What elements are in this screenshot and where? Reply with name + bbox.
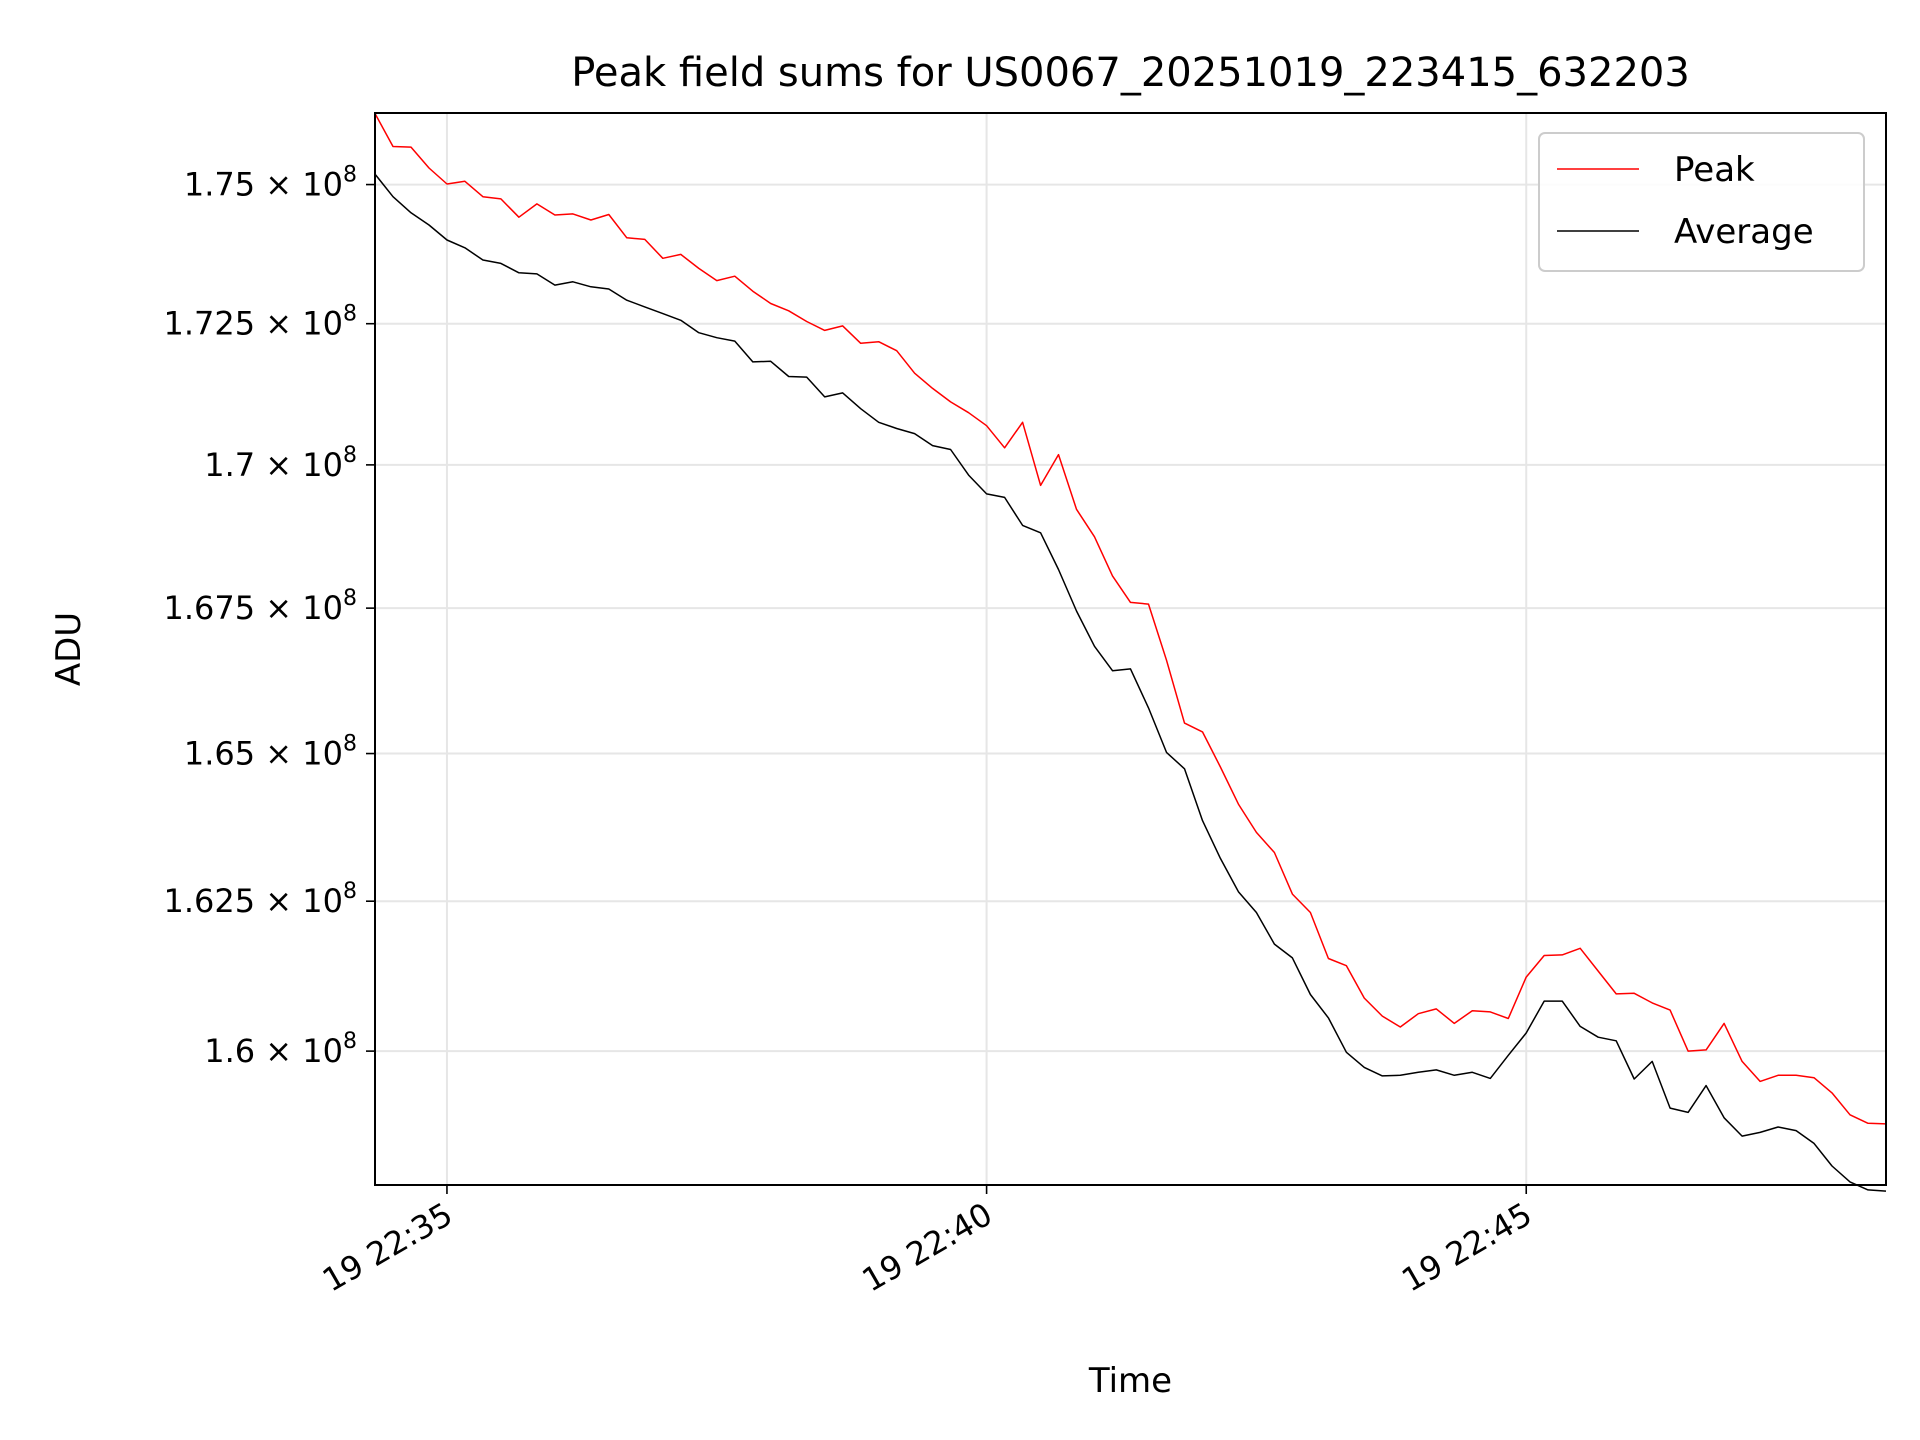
legend: Peak Average: [1538, 132, 1865, 272]
y-tick-label: 1.7 × 108: [204, 443, 357, 484]
y-tick-label: 1.675 × 108: [164, 586, 357, 627]
y-axis-title: ADU: [49, 612, 89, 686]
plot-frame: [374, 112, 1887, 1186]
legend-label-peak: Peak: [1674, 150, 1755, 190]
x-axis-title: Time: [1088, 1361, 1172, 1401]
y-tick-label: 1.6 × 108: [204, 1029, 357, 1070]
y-tick-label: 1.625 × 108: [164, 879, 357, 920]
chart-title: Peak field sums for US0067_20251019_2234…: [571, 50, 1690, 96]
y-tick-label: 1.725 × 108: [164, 302, 357, 343]
legend-label-average: Average: [1674, 212, 1814, 252]
y-tick-label: 1.65 × 108: [184, 732, 357, 773]
series-line-average: [374, 173, 1887, 1192]
y-tick-label: 1.75 × 108: [184, 163, 357, 204]
series-line-peak: [374, 113, 1887, 1125]
series-layer: [374, 113, 1887, 1192]
legend-box: [1538, 132, 1865, 272]
